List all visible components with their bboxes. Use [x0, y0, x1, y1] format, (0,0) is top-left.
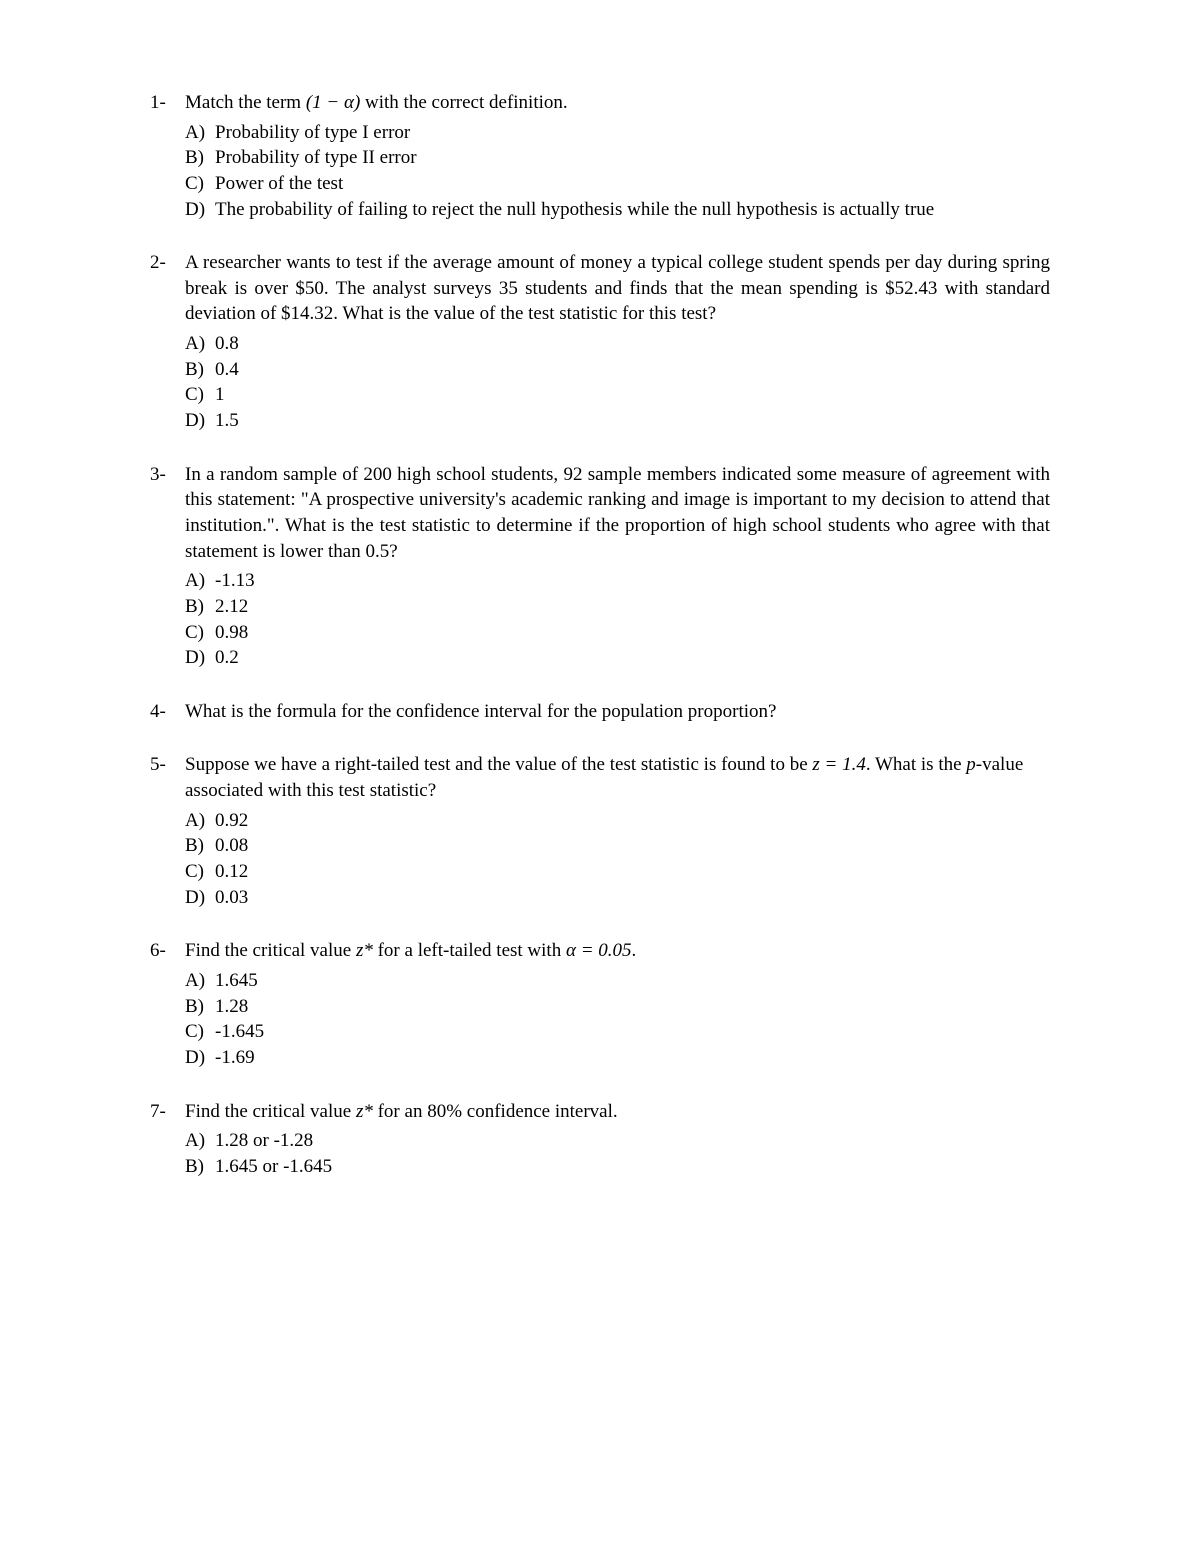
question-text: A researcher wants to test if the averag…	[185, 250, 1050, 327]
options-list: A)0.8 B)0.4 C)1 D)1.5	[185, 331, 1050, 434]
options-list: A)Probability of type I error B)Probabil…	[185, 120, 1050, 223]
option-a: A)1.645	[185, 968, 1050, 994]
question-4: 4- What is the formula for the confidenc…	[150, 699, 1050, 725]
math-expr: z*	[356, 940, 373, 961]
question-6: 6- Find the critical value z* for a left…	[150, 938, 1050, 1070]
question-number: 2-	[150, 250, 185, 276]
option-d: D)0.03	[185, 885, 1050, 911]
question-number: 3-	[150, 462, 185, 488]
question-text: In a random sample of 200 high school st…	[185, 462, 1050, 565]
option-d: D)1.5	[185, 408, 1050, 434]
option-c: C)1	[185, 382, 1050, 408]
option-c: C)-1.645	[185, 1019, 1050, 1045]
option-b: B)Probability of type II error	[185, 145, 1050, 171]
option-a: A)-1.13	[185, 568, 1050, 594]
option-d: D)The probability of failing to reject t…	[185, 197, 1050, 223]
option-d: D)0.2	[185, 645, 1050, 671]
options-list: A)-1.13 B)2.12 C)0.98 D)0.2	[185, 568, 1050, 671]
question-text: Suppose we have a right-tailed test and …	[185, 752, 1050, 803]
question-number: 6-	[150, 938, 185, 964]
question-text: Find the critical value z* for a left-ta…	[185, 938, 1050, 964]
page-container: 1- Match the term (1 − α) with the corre…	[0, 0, 1200, 1553]
options-list: A)0.92 B)0.08 C)0.12 D)0.03	[185, 808, 1050, 911]
option-b: B)0.4	[185, 357, 1050, 383]
options-list: A)1.28 or -1.28 B)1.645 or -1.645	[185, 1128, 1050, 1179]
option-c: C)0.12	[185, 859, 1050, 885]
math-expr: α = 0.05	[566, 940, 632, 961]
question-text: Find the critical value z* for an 80% co…	[185, 1099, 1050, 1125]
math-expr: z*	[356, 1101, 373, 1122]
option-b: B)2.12	[185, 594, 1050, 620]
question-number: 1-	[150, 90, 185, 116]
question-3: 3- In a random sample of 200 high school…	[150, 462, 1050, 671]
option-b: B)1.645 or -1.645	[185, 1154, 1050, 1180]
question-text: What is the formula for the confidence i…	[185, 699, 1050, 725]
option-a: A)0.8	[185, 331, 1050, 357]
option-b: B)0.08	[185, 833, 1050, 859]
option-c: C)Power of the test	[185, 171, 1050, 197]
question-number: 4-	[150, 699, 185, 725]
option-a: A)0.92	[185, 808, 1050, 834]
option-b: B)1.28	[185, 994, 1050, 1020]
option-a: A)1.28 or -1.28	[185, 1128, 1050, 1154]
option-c: C)0.98	[185, 620, 1050, 646]
option-d: D)-1.69	[185, 1045, 1050, 1071]
option-a: A)Probability of type I error	[185, 120, 1050, 146]
question-2: 2- A researcher wants to test if the ave…	[150, 250, 1050, 433]
question-number: 5-	[150, 752, 185, 778]
question-5: 5- Suppose we have a right-tailed test a…	[150, 752, 1050, 910]
options-list: A)1.645 B)1.28 C)-1.645 D)-1.69	[185, 968, 1050, 1071]
math-expr: p	[966, 754, 976, 775]
question-number: 7-	[150, 1099, 185, 1125]
question-text: Match the term (1 − α) with the correct …	[185, 90, 1050, 116]
math-expr: (1 − α)	[306, 92, 360, 113]
math-expr: z = 1.4	[812, 754, 865, 775]
question-1: 1- Match the term (1 − α) with the corre…	[150, 90, 1050, 222]
question-7: 7- Find the critical value z* for an 80%…	[150, 1099, 1050, 1180]
